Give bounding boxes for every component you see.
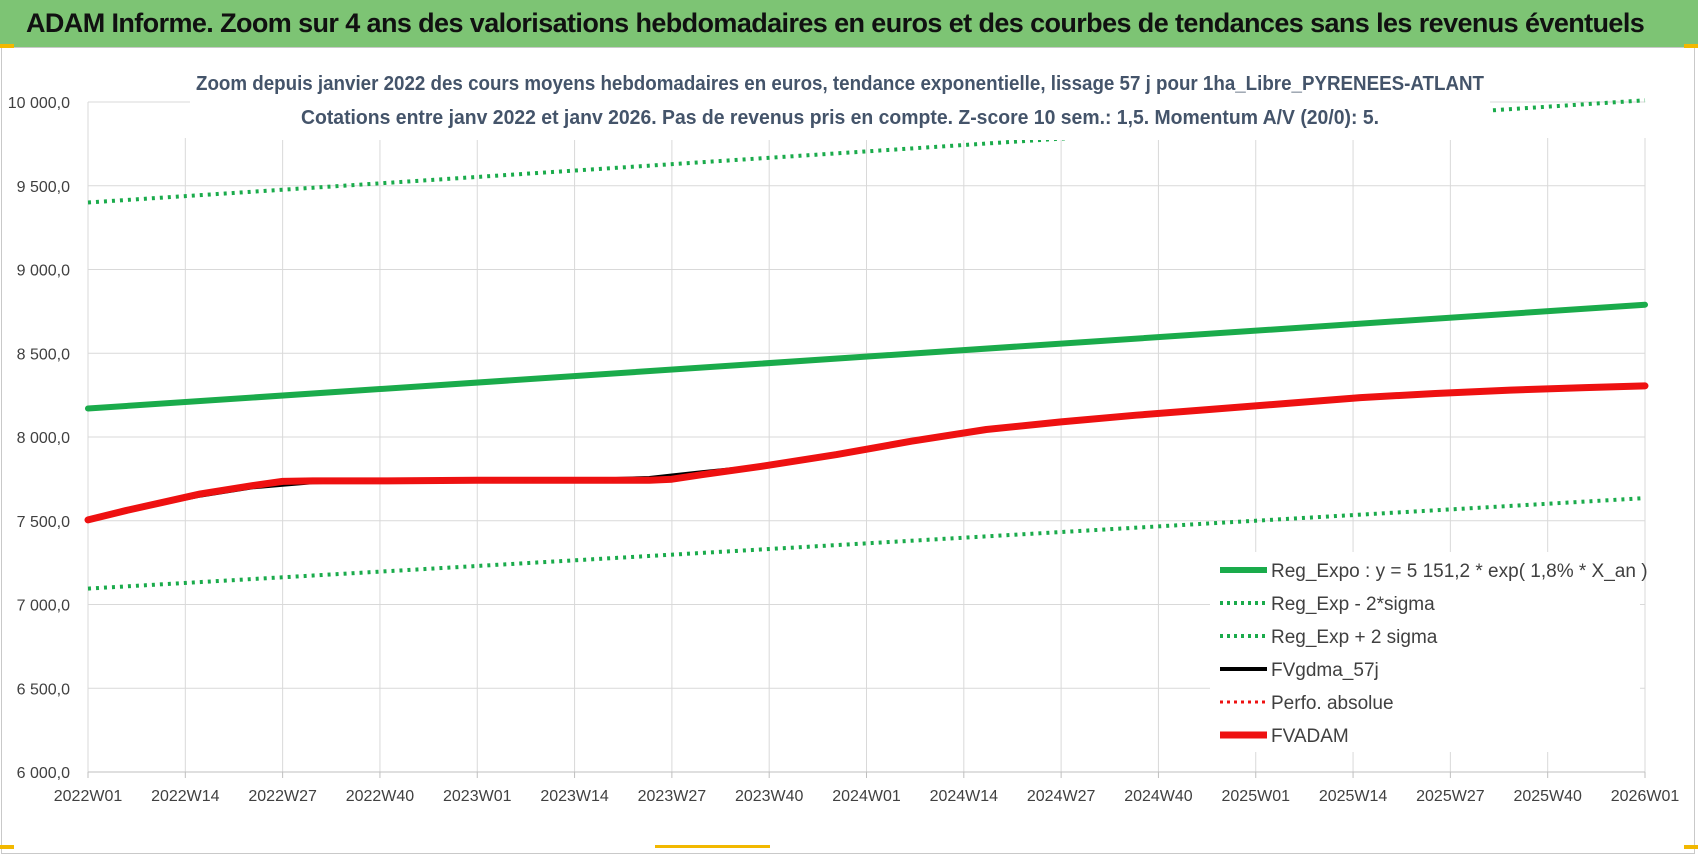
corner-mark-top-left	[0, 44, 14, 48]
series-line-4	[87, 384, 1646, 521]
x-tick-label: 2023W40	[735, 788, 804, 805]
x-tick-label: 2024W14	[930, 788, 999, 805]
legend-item-fvadam: FVADAM	[1220, 726, 1349, 747]
y-tick-label: 7 000,0	[17, 598, 70, 615]
y-tick-label: 8 500,0	[17, 346, 70, 363]
chart-title-box	[190, 64, 1490, 140]
y-tick-label: 7 500,0	[17, 514, 70, 531]
banner-title: ADAM Informe. Zoom sur 4 ans des valoris…	[26, 8, 1645, 38]
x-tick-label: 2025W27	[1416, 788, 1485, 805]
y-tick-label: 9 500,0	[17, 179, 70, 196]
chart-frame	[1, 47, 1695, 854]
x-tick-label: 2023W27	[638, 788, 707, 805]
legend-label-fvadam: FVADAM	[1271, 726, 1349, 747]
x-tick-label: 2025W14	[1319, 788, 1388, 805]
x-tick-label: 2024W27	[1027, 788, 1096, 805]
corner-mark-bottom-left	[0, 845, 14, 849]
x-tick-label: 2023W01	[443, 788, 512, 805]
legend-item-reg-exp-minus: Reg_Exp - 2*sigma	[1220, 594, 1435, 615]
x-tick-label: 2022W14	[151, 788, 220, 805]
legend-item-fvgdma: FVgdma_57j	[1220, 660, 1379, 681]
legend-label-perfo-absolue: Perfo. absolue	[1271, 693, 1394, 714]
bottom-center-mark	[655, 845, 770, 848]
x-tick-label: 2026W01	[1611, 788, 1680, 805]
x-tick-label: 2022W01	[54, 788, 123, 805]
x-tick-label: 2025W40	[1513, 788, 1582, 805]
chart-title-line2: Cotations entre janv 2022 et janv 2026. …	[301, 107, 1379, 129]
y-tick-label: 6 500,0	[17, 681, 70, 698]
header-banner: ADAM Informe. Zoom sur 4 ans des valoris…	[0, 0, 1698, 48]
x-tick-label: 2022W40	[346, 788, 415, 805]
y-axis-ticks: 6 000,0 6 500,0 7 000,0 7 500,0 8 000,0 8 500…	[8, 95, 70, 782]
legend-label-reg-exp-minus: Reg_Exp - 2*sigma	[1271, 594, 1435, 615]
y-tick-label: 9 000,0	[17, 263, 70, 280]
chart-title-line1: Zoom depuis janvier 2022 des cours moyen…	[196, 73, 1484, 95]
legend-box	[1210, 552, 1640, 752]
legend-item-reg-exp-plus: Reg_Exp + 2 sigma	[1220, 627, 1438, 648]
legend-label-reg-exp-plus: Reg_Exp + 2 sigma	[1271, 627, 1438, 648]
x-tick-label: 2022W27	[248, 788, 317, 805]
legend-item-perfo-absolue: Perfo. absolue	[1220, 693, 1394, 714]
y-tick-label: 6 000,0	[17, 765, 70, 782]
legend-label-reg-expo: Reg_Expo : y = 5 151,2 * exp( 1,8% * X_a…	[1271, 561, 1648, 582]
legend: Reg_Expo : y = 5 151,2 * exp( 1,8% * X_a…	[1210, 552, 1648, 752]
x-tick-label: 2025W01	[1222, 788, 1291, 805]
x-tick-label: 2023W14	[540, 788, 609, 805]
legend-label-fvgdma: FVgdma_57j	[1271, 660, 1379, 681]
series-lines	[84, 98, 1649, 591]
x-tick-label: 2024W40	[1124, 788, 1193, 805]
corner-mark-bottom-right	[1684, 845, 1698, 849]
legend-item-reg-expo: Reg_Expo : y = 5 151,2 * exp( 1,8% * X_a…	[1220, 561, 1648, 582]
x-axis-ticks: 2022W01 2022W14 2022W27 2022W40 2023W01 2023W…	[54, 788, 1680, 805]
x-tick-label: 2024W01	[832, 788, 901, 805]
corner-mark-top-right	[1684, 44, 1698, 48]
y-tick-label: 8 000,0	[17, 430, 70, 447]
y-tick-label: 10 000,0	[8, 95, 70, 112]
series-line-0	[85, 301, 1648, 412]
